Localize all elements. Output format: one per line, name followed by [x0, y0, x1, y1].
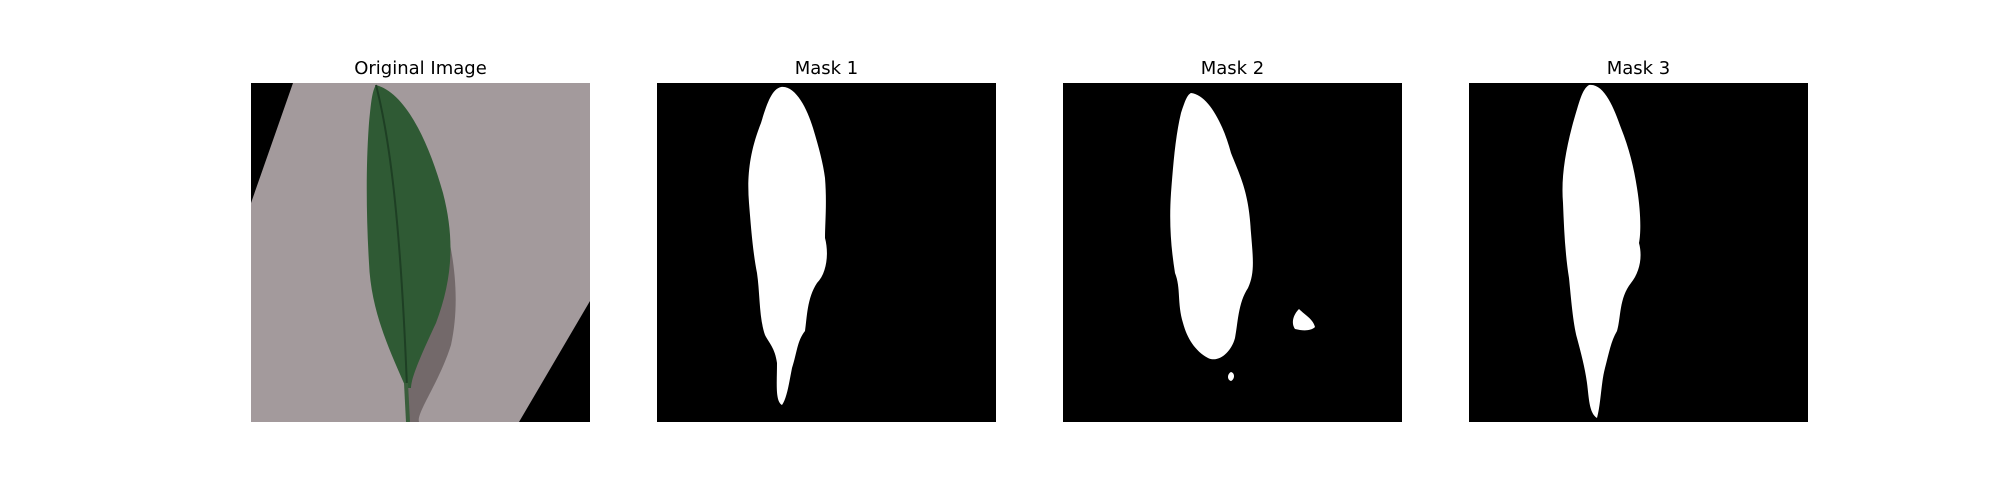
panel-title-original-image: Original Image	[354, 58, 487, 79]
panel-title-mask-3: Mask 3	[1606, 58, 1671, 79]
panel-title-mask-2: Mask 2	[1200, 58, 1265, 79]
mask-2-panel	[1063, 83, 1402, 422]
mask-3-panel	[1469, 83, 1808, 422]
mask-1-image	[657, 83, 996, 422]
panel-title-mask-1: Mask 1	[794, 58, 859, 79]
original-image-panel	[251, 83, 590, 422]
mask-2-image	[1063, 83, 1402, 422]
original-image	[251, 83, 590, 422]
mask-1-panel	[657, 83, 996, 422]
mask-3-image	[1469, 83, 1808, 422]
